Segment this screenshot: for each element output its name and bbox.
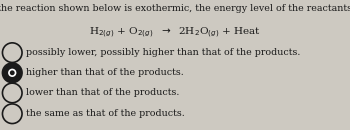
Text: possibly lower, possibly higher than that of the products.: possibly lower, possibly higher than tha… (26, 48, 301, 57)
Text: lower than that of the products.: lower than that of the products. (26, 88, 180, 98)
Ellipse shape (8, 69, 16, 77)
Text: If the reaction shown below is exothermic, the energy level of the reactants is: If the reaction shown below is exothermi… (0, 4, 350, 13)
Text: the same as that of the products.: the same as that of the products. (26, 109, 185, 118)
Text: H$_{2(g)}$ + O$_{2(g)}$  $\rightarrow$  2H$_2$O$_{(g)}$ + Heat: H$_{2(g)}$ + O$_{2(g)}$ $\rightarrow$ 2H… (89, 26, 261, 40)
Text: higher than that of the products.: higher than that of the products. (26, 68, 184, 77)
Ellipse shape (2, 63, 22, 83)
Ellipse shape (10, 70, 15, 75)
